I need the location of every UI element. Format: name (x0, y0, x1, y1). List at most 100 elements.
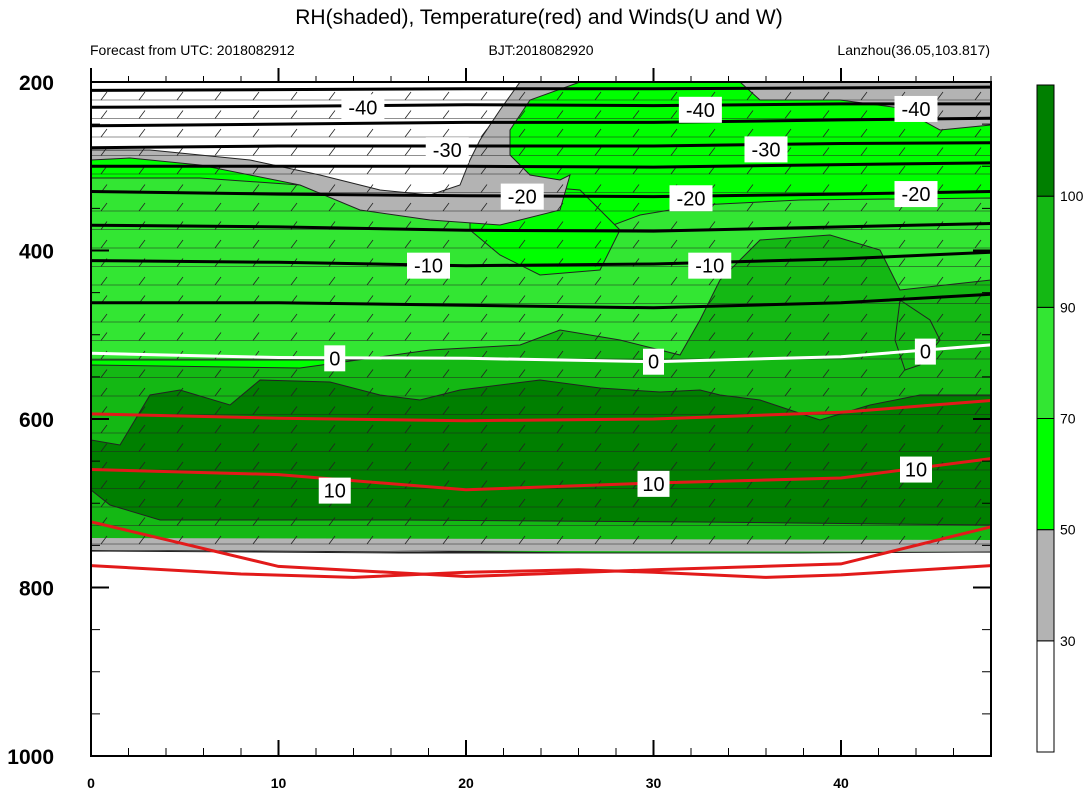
contour-label-box (643, 348, 664, 375)
wind-barb-tick (784, 128, 792, 138)
temperature-contour--10 (91, 250, 991, 268)
wind-barb-tick (784, 295, 792, 304)
wind-barb-tick (974, 147, 982, 156)
location-subtitle: Lanzhou(36.05,103.817) (837, 42, 990, 58)
wind-barb-tick (328, 387, 336, 397)
x-tick-label: 0 (87, 775, 95, 791)
wind-barb-tick (328, 110, 336, 119)
wind-barb-tick (822, 424, 830, 434)
contour-label-0: 0 (920, 342, 931, 364)
wind-barb-tick (328, 443, 336, 452)
wind-barb-tick (176, 498, 184, 508)
wind-barb-tick (898, 498, 906, 508)
wind-barb-tick (252, 184, 260, 193)
wind-barb-tick (100, 480, 108, 489)
wind-barb-tick (442, 406, 450, 415)
wind-barb-tick (556, 424, 564, 434)
wind-barb-tick (860, 461, 868, 471)
wind-barb-tick (480, 443, 488, 452)
wind-barb-tick (138, 147, 146, 156)
wind-barb-tick (860, 480, 868, 489)
wind-barb-tick (784, 535, 792, 545)
wind-barb-tick (822, 184, 830, 193)
wind-barb-tick (252, 461, 260, 471)
contour-label-box (425, 137, 469, 164)
rh-colorbar: 30 50 70 90 100 (1036, 84, 1084, 753)
wind-barb-tick (518, 276, 526, 286)
wind-barb-tick (290, 498, 298, 508)
wind-barb-tick (974, 424, 982, 434)
wind-barb-tick (670, 406, 678, 415)
wind-barb-tick (176, 424, 184, 434)
wind-barb-tick (290, 480, 298, 489)
wind-barb-tick (746, 110, 754, 119)
wind-barb-tick (480, 147, 488, 156)
wind-barb-tick (974, 443, 982, 452)
wind-barb-tick (442, 387, 450, 397)
wind-barb-tick (442, 295, 450, 304)
x-tick-label: 40 (833, 775, 849, 791)
wind-barb-tick (176, 91, 184, 101)
colorbar-segment (1036, 418, 1055, 531)
colorbar-segment (1036, 195, 1055, 308)
wind-barb-tick (366, 461, 374, 471)
contour-label-10: 10 (324, 481, 346, 503)
wind-barb-tick (822, 128, 830, 138)
wind-barb-tick (670, 147, 678, 156)
wind-barb-tick (442, 110, 450, 119)
wind-barb-tick (328, 239, 336, 249)
wind-barb-tick (100, 110, 108, 119)
wind-barb-tick (480, 480, 488, 489)
wind-barb-tick (898, 313, 906, 323)
wind-barb-tick (936, 165, 944, 175)
wind-barb-tick (442, 461, 450, 471)
wind-barb-tick (746, 295, 754, 304)
wind-barb-tick (594, 369, 602, 378)
wind-barb-tick (974, 165, 982, 175)
wind-barb-tick (708, 517, 716, 526)
wind-barb-tick (442, 517, 450, 526)
contour-label--40: -40 (686, 100, 715, 122)
wind-barb-tick (594, 498, 602, 508)
wind-barb-tick (138, 91, 146, 101)
wind-barb-tick (822, 147, 830, 156)
wind-barb-tick (556, 295, 564, 304)
colorbar-label: 50 (1060, 522, 1076, 538)
wind-barb-tick (290, 461, 298, 471)
wind-barb-tick (214, 313, 222, 323)
wind-barb-tick (974, 369, 982, 378)
wind-barb-tick (670, 350, 678, 360)
wind-barb-tick (442, 184, 450, 193)
wind-barb-tick (100, 202, 108, 212)
wind-barb-tick (898, 276, 906, 286)
wind-barb-tick (404, 461, 412, 471)
contour-label-box (500, 183, 544, 210)
wind-barb-tick (176, 387, 184, 397)
wind-barb-tick (746, 128, 754, 138)
wind-barb-tick (784, 276, 792, 286)
wind-barb-tick (860, 91, 868, 101)
wind-barb-tick (404, 517, 412, 526)
wind-barb-tick (556, 184, 564, 193)
wind-barb-tick (214, 276, 222, 286)
wind-barb-tick (556, 128, 564, 138)
wind-barb-tick (518, 239, 526, 249)
colorbar-segment (1036, 640, 1055, 753)
wind-barb-tick (746, 91, 754, 101)
wind-barb-tick (328, 517, 336, 526)
wind-barb-tick (556, 443, 564, 452)
wind-barb-tick (366, 128, 374, 138)
temperature-contours (91, 85, 991, 579)
wind-barb-tick (404, 202, 412, 212)
wind-barb-tick (480, 128, 488, 138)
wind-barb-tick (480, 276, 488, 286)
wind-barb-tick (632, 110, 640, 119)
wind-barb-tick (632, 128, 640, 138)
wind-barb-tick (746, 387, 754, 397)
wind-barb-tick (518, 350, 526, 360)
wind-barb-tick (822, 332, 830, 341)
wind-barb-tick (328, 424, 336, 434)
wind-barb-tick (594, 313, 602, 323)
wind-barb-tick (556, 110, 564, 119)
wind-barb-tick (328, 128, 336, 138)
